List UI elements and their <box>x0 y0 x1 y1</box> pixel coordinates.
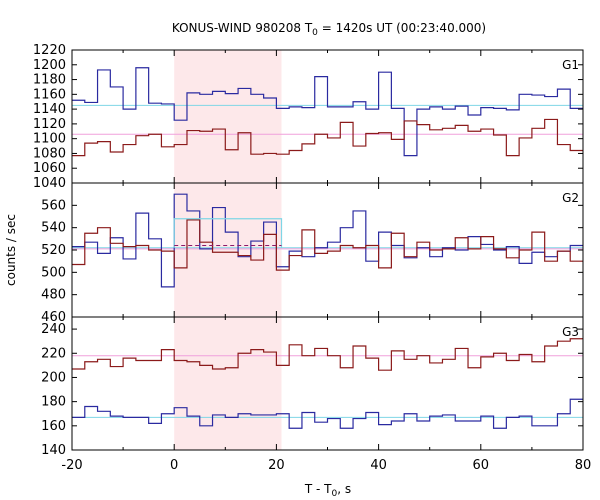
y-tick-label: 1120 <box>33 117 66 132</box>
y-tick-label: 540 <box>41 221 66 236</box>
chart-title: KONUS-WIND 980208 T0 = 1420s UT (00:23:4… <box>172 21 486 38</box>
y-tick-label: 460 <box>41 310 66 325</box>
y-tick-label: 220 <box>41 346 66 361</box>
panel-g3: 140 160 180 200 220 240 G3 <box>41 316 584 458</box>
panel-g2: 460 480 500 520 540 560 G2 <box>41 182 584 325</box>
x-tick-label: 40 <box>370 458 387 473</box>
y-tick-label: 1160 <box>33 87 66 102</box>
y-tick-label: 1040 <box>33 176 66 191</box>
y-tick-label: 240 <box>41 322 66 337</box>
series-line <box>72 338 583 371</box>
x-tick-label: 60 <box>473 458 490 473</box>
y-tick-label: 1140 <box>33 102 66 117</box>
panel-label-g3: G3 <box>562 325 579 339</box>
y-tick-label: 140 <box>41 443 66 458</box>
panel-g1: 1040106010801100112011401160118012001220… <box>33 43 584 191</box>
y-tick-label: 200 <box>41 370 66 385</box>
y-tick-label: 520 <box>41 243 66 258</box>
y-tick-label: 480 <box>41 288 66 303</box>
y-tick-label: 1200 <box>33 58 66 73</box>
y-tick-label: 180 <box>41 395 66 410</box>
series-line <box>72 398 583 429</box>
y-tick-label: 1080 <box>33 146 66 161</box>
series-line <box>72 219 583 271</box>
y-tick-label: 160 <box>41 419 66 434</box>
x-tick-label: -20 <box>61 458 82 473</box>
y-tick-label: 560 <box>41 198 66 213</box>
excess-level-box <box>173 218 283 248</box>
series-line <box>72 193 583 288</box>
y-tick-label: 1180 <box>33 73 66 88</box>
y-tick-label: 1100 <box>33 132 66 147</box>
y-axis-label: counts / sec <box>4 214 18 286</box>
panel-label-g2: G2 <box>562 191 579 205</box>
series-line <box>72 118 583 157</box>
y-tick-label: 1220 <box>33 43 66 58</box>
x-axis-label: T - T0, s <box>304 482 351 499</box>
x-tick-label: 20 <box>268 458 285 473</box>
y-tick-label: 1060 <box>33 161 66 176</box>
x-tick-label: 0 <box>170 458 178 473</box>
highlight-interval <box>174 50 282 450</box>
panel-label-g1: G1 <box>562 58 579 72</box>
plot-area: 1040106010801100112011401160118012001220… <box>33 43 591 473</box>
x-tick-label: 80 <box>575 458 592 473</box>
y-tick-label: 500 <box>41 265 66 280</box>
series-line <box>72 67 583 157</box>
panel-frame <box>71 316 584 451</box>
